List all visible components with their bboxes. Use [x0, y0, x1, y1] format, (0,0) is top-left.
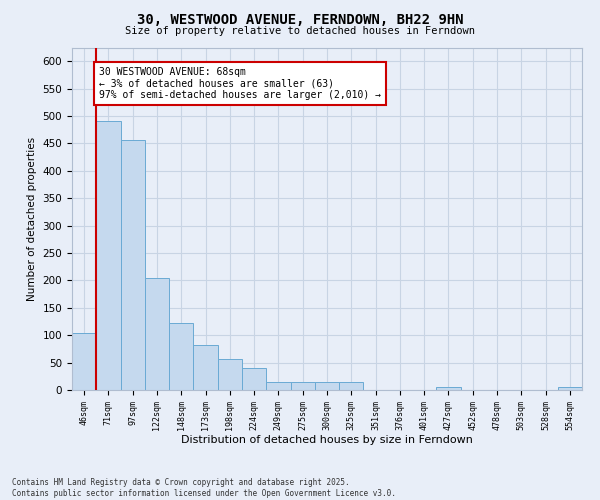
Text: Contains HM Land Registry data © Crown copyright and database right 2025.
Contai: Contains HM Land Registry data © Crown c… [12, 478, 396, 498]
Bar [558, 388, 582, 390]
Text: 30, WESTWOOD AVENUE, FERNDOWN, BH22 9HN: 30, WESTWOOD AVENUE, FERNDOWN, BH22 9HN [137, 12, 463, 26]
X-axis label: Distribution of detached houses by size in Ferndown: Distribution of detached houses by size … [181, 436, 473, 446]
Text: 30 WESTWOOD AVENUE: 68sqm
← 3% of detached houses are smaller (63)
97% of semi-d: 30 WESTWOOD AVENUE: 68sqm ← 3% of detach… [99, 66, 381, 100]
Bar [169, 323, 193, 390]
Bar [339, 382, 364, 390]
Bar [290, 382, 315, 390]
Bar [145, 278, 169, 390]
Bar [242, 368, 266, 390]
Bar [436, 388, 461, 390]
Bar [121, 140, 145, 390]
Bar [193, 345, 218, 390]
Text: Size of property relative to detached houses in Ferndown: Size of property relative to detached ho… [125, 26, 475, 36]
Y-axis label: Number of detached properties: Number of detached properties [27, 136, 37, 301]
Bar [315, 382, 339, 390]
Bar [266, 382, 290, 390]
Bar [96, 122, 121, 390]
Bar [218, 360, 242, 390]
Bar [72, 333, 96, 390]
